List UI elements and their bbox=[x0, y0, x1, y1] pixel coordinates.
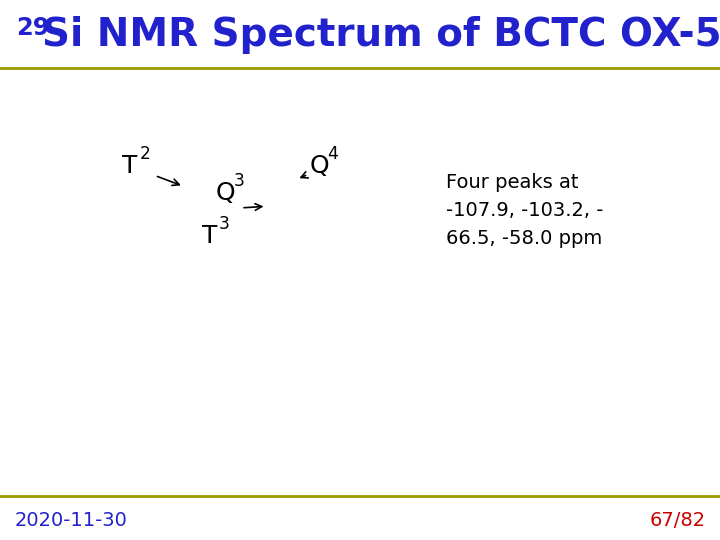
Text: 2020-11-30: 2020-11-30 bbox=[14, 511, 127, 530]
Text: Si NMR Spectrum of BCTC OX-50: Si NMR Spectrum of BCTC OX-50 bbox=[42, 16, 720, 54]
Text: T: T bbox=[202, 224, 217, 248]
Text: 3: 3 bbox=[233, 172, 244, 190]
Text: 4: 4 bbox=[327, 145, 338, 163]
Text: Q: Q bbox=[216, 181, 235, 205]
Text: 3: 3 bbox=[219, 215, 230, 233]
Text: Four peaks at
-107.9, -103.2, -
66.5, -58.0 ppm: Four peaks at -107.9, -103.2, - 66.5, -5… bbox=[446, 173, 604, 248]
Text: 2: 2 bbox=[140, 145, 150, 163]
Text: T: T bbox=[122, 154, 138, 178]
Text: Q: Q bbox=[310, 154, 329, 178]
Text: 29: 29 bbox=[16, 16, 50, 40]
Text: 67/82: 67/82 bbox=[649, 511, 706, 530]
